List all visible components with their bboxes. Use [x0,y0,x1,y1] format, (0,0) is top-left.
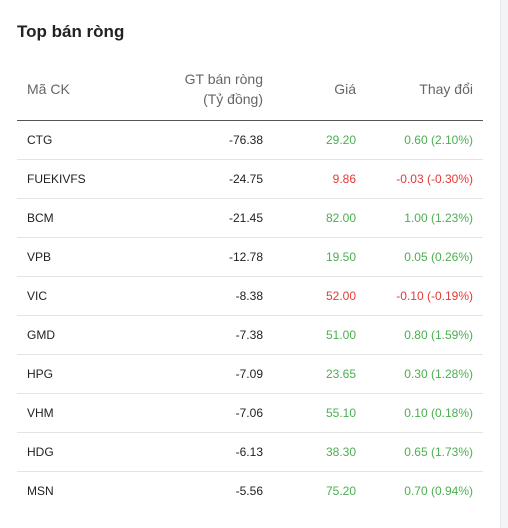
price-change: 0.70 (0.94%) [404,484,473,498]
price-change: 0.10 (0.18%) [404,406,473,420]
right-scroll-edge [500,0,508,528]
stock-price: 75.20 [325,484,356,498]
price-change: 0.60 (2.10%) [404,133,473,147]
table-body: CTG -76.38 29.20 0.60 (2.10%) FUEKIVFS -… [17,121,483,511]
net-sell-table: Mã CK GT bán ròng (Tỷ đồng) Giá Thay đổi… [17,61,483,511]
net-sell-value: -7.38 [235,328,263,342]
table-row[interactable]: HDG -6.13 38.30 0.65 (1.73%) [17,433,483,472]
price-change: 0.65 (1.73%) [404,445,473,459]
price-change: 0.05 (0.26%) [404,250,473,264]
price-change: 0.30 (1.28%) [404,367,473,381]
net-sell-value: -7.06 [235,406,263,420]
stock-code[interactable]: VPB [27,250,52,264]
price-change: 0.80 (1.59%) [404,328,473,342]
stock-code[interactable]: VHM [27,406,54,420]
table-row[interactable]: HPG -7.09 23.65 0.30 (1.28%) [17,355,483,394]
net-sell-value: -7.09 [235,367,263,381]
stock-code[interactable]: BCM [27,211,54,225]
net-sell-value: -5.56 [235,484,263,498]
stock-price: 51.00 [325,328,356,342]
net-sell-value: -24.75 [228,172,263,186]
table-row[interactable]: CTG -76.38 29.20 0.60 (2.10%) [17,121,483,160]
net-sell-value: -6.13 [235,445,263,459]
table-row[interactable]: MSN -5.56 75.20 0.70 (0.94%) [17,472,483,511]
stock-code[interactable]: CTG [27,133,53,147]
stock-code[interactable]: MSN [27,484,54,498]
header-price: Giá [334,81,356,97]
header-net-sell-value-line2: (Tỷ đồng) [203,91,263,107]
price-change: -0.03 (-0.30%) [396,172,473,186]
table-row[interactable]: BCM -21.45 82.00 1.00 (1.23%) [17,199,483,238]
stock-price: 55.10 [325,406,356,420]
stock-code[interactable]: FUEKIVFS [27,172,86,186]
net-sell-value: -8.38 [235,289,263,303]
stock-price: 19.50 [325,250,356,264]
stock-price: 9.86 [332,172,356,186]
table-row[interactable]: GMD -7.38 51.00 0.80 (1.59%) [17,316,483,355]
stock-price: 29.20 [325,133,356,147]
stock-code[interactable]: HPG [27,367,54,381]
header-stock-code: Mã CK [27,81,70,97]
header-net-sell-value-line1: GT bán ròng [184,71,263,87]
stock-price: 23.65 [325,367,356,381]
panel-title: Top bán ròng [17,22,125,41]
stock-code[interactable]: VIC [27,289,48,303]
price-change: -0.10 (-0.19%) [396,289,473,303]
net-sell-value: -12.78 [228,250,263,264]
table-row[interactable]: VIC -8.38 52.00 -0.10 (-0.19%) [17,277,483,316]
table-row[interactable]: VHM -7.06 55.10 0.10 (0.18%) [17,394,483,433]
stock-price: 82.00 [325,211,356,225]
table-row[interactable]: FUEKIVFS -24.75 9.86 -0.03 (-0.30%) [17,160,483,199]
stock-code[interactable]: GMD [27,328,55,342]
stock-price: 52.00 [325,289,356,303]
net-sell-value: -76.38 [228,133,263,147]
header-net-sell-value: GT bán ròng (Tỷ đồng) [143,69,263,109]
table-row[interactable]: VPB -12.78 19.50 0.05 (0.26%) [17,238,483,277]
table-header: Mã CK GT bán ròng (Tỷ đồng) Giá Thay đổi [17,61,483,121]
header-change: Thay đổi [419,81,473,97]
stock-code[interactable]: HDG [27,445,54,459]
net-sell-value: -21.45 [228,211,263,225]
price-change: 1.00 (1.23%) [404,211,473,225]
stock-price: 38.30 [325,445,356,459]
